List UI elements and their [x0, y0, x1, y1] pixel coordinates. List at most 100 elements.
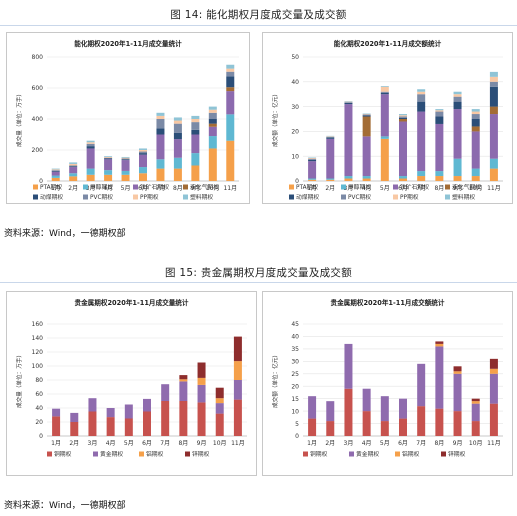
legend-swatch: [83, 184, 88, 190]
y-tick-label: 0: [295, 433, 299, 440]
bar-segment: [399, 398, 407, 419]
bar-segment: [362, 115, 371, 117]
bar-segment: [208, 109, 217, 113]
legend-label: 塑料期权: [452, 193, 475, 201]
bar-segment: [399, 176, 407, 179]
bar-segment: [191, 134, 200, 154]
bar-segment: [208, 119, 217, 124]
x-tick-label: 9月: [453, 185, 463, 192]
legend-label: 黄金期权: [356, 450, 379, 458]
bar-segment: [121, 156, 130, 158]
bar-segment: [344, 178, 353, 181]
bar-segment: [69, 166, 78, 168]
bar-segment: [104, 156, 113, 157]
bar-segment: [69, 162, 78, 164]
x-tick-label: 11月: [487, 440, 501, 447]
bar-segment: [226, 87, 235, 92]
bar-segment: [86, 146, 95, 149]
legend-label: 铝期权: [402, 450, 420, 458]
bar-segment: [471, 401, 480, 404]
bar-segment: [208, 126, 217, 137]
bar-segment: [471, 131, 480, 169]
bar-segment: [179, 381, 188, 401]
legend-label: 动煤期权: [296, 193, 319, 201]
x-tick-label: 2月: [68, 185, 78, 192]
bar-segment: [124, 404, 133, 419]
bar-segment: [308, 396, 317, 419]
legend-label: 锌期权: [448, 450, 466, 458]
bar-segment: [104, 174, 113, 181]
bar-segment: [399, 114, 407, 116]
bar-segment: [51, 168, 60, 170]
bar-segment: [489, 81, 498, 87]
bar-segment: [453, 373, 462, 412]
bar-segment: [399, 115, 407, 117]
y-tick-label: 30: [291, 104, 299, 111]
bar-segment: [86, 148, 95, 169]
x-tick-label: 8月: [178, 440, 188, 447]
bar-segment: [215, 398, 224, 404]
bar-segment: [179, 375, 188, 380]
x-tick-label: 10月: [206, 185, 220, 192]
bar-segment: [489, 71, 498, 77]
bar-segment: [139, 153, 147, 155]
bar-segment: [435, 176, 444, 181]
y-tick-label: 10: [291, 153, 299, 160]
legend-label: 黄金期权: [100, 450, 123, 458]
bar-segment: [453, 371, 462, 374]
bar-segment: [215, 413, 224, 436]
bar-segment: [471, 126, 480, 132]
bar-segment: [208, 148, 217, 181]
x-tick-label: 4月: [362, 185, 372, 192]
bar-segment: [121, 160, 130, 171]
y-tick-label: 40: [291, 334, 299, 341]
legend-label: 塑料期权: [190, 193, 213, 201]
bar-segment: [197, 402, 206, 436]
bar-segment: [173, 132, 182, 140]
bar-segment: [326, 179, 335, 181]
bar-segment: [208, 136, 217, 149]
legend-label: PVC期权: [348, 193, 371, 201]
figure-14-title: 图 14: 能化期权月度成交量及成交额: [170, 9, 347, 21]
x-tick-label: 6月: [398, 185, 408, 192]
bar-segment: [471, 403, 480, 422]
bar-segment: [88, 398, 97, 412]
chart-4: 贵金属期权2020年1-11月成交额统计 0 5 10 15 20 25 30 35 40 45 成交…: [271, 298, 503, 458]
y-axis-label: 成交量（单位：万手）: [15, 91, 23, 147]
source-note-1: 资料来源：Wind，一德期权部: [4, 229, 126, 239]
chart-title: 能化期权2020年1-11月成交量统计: [74, 39, 182, 48]
bar-segment: [104, 157, 113, 159]
bar-segment: [399, 119, 407, 122]
bar-segment: [453, 94, 462, 97]
bar-segment: [471, 109, 480, 112]
chart-panel-2: 能化期权2020年1-11月成交额统计 0 10 20 30 40 50 成交额（单位：亿元）…: [262, 32, 513, 204]
y-tick-label: 50: [291, 54, 299, 61]
y-axis-label: 成交额（单位：亿元）: [271, 91, 279, 147]
chart-panel-1: 能化期权2020年1-11月成交量统计 0 200 400 600 800 成交量（单位：万…: [6, 32, 250, 204]
bar-segment: [156, 115, 165, 119]
x-tick-label: 4月: [103, 185, 113, 192]
bar-segment: [51, 171, 60, 176]
legend-label: 锌期权: [192, 450, 210, 458]
bar-segment: [344, 102, 353, 105]
x-tick-label: 4月: [106, 440, 116, 447]
bar-segment: [208, 123, 217, 127]
x-tick-label: 9月: [190, 185, 200, 192]
bar-segment: [362, 114, 371, 116]
bar-segment: [104, 159, 113, 171]
y-tick-label: 20: [35, 419, 43, 426]
bar-segment: [453, 366, 462, 372]
legend-swatch: [445, 194, 450, 200]
bar-segment: [489, 114, 498, 159]
legend-swatch: [33, 194, 38, 200]
x-tick-label: 11月: [223, 185, 237, 192]
bar-segment: [489, 368, 498, 374]
bar-segment: [86, 140, 95, 143]
bar-segment: [489, 373, 498, 404]
bar-segment: [161, 401, 170, 436]
bar-segment: [471, 111, 480, 115]
legend-swatch: [139, 451, 144, 457]
x-tick-label: 5月: [121, 185, 131, 192]
bar-segment: [417, 89, 426, 92]
bar-segment: [417, 101, 426, 112]
